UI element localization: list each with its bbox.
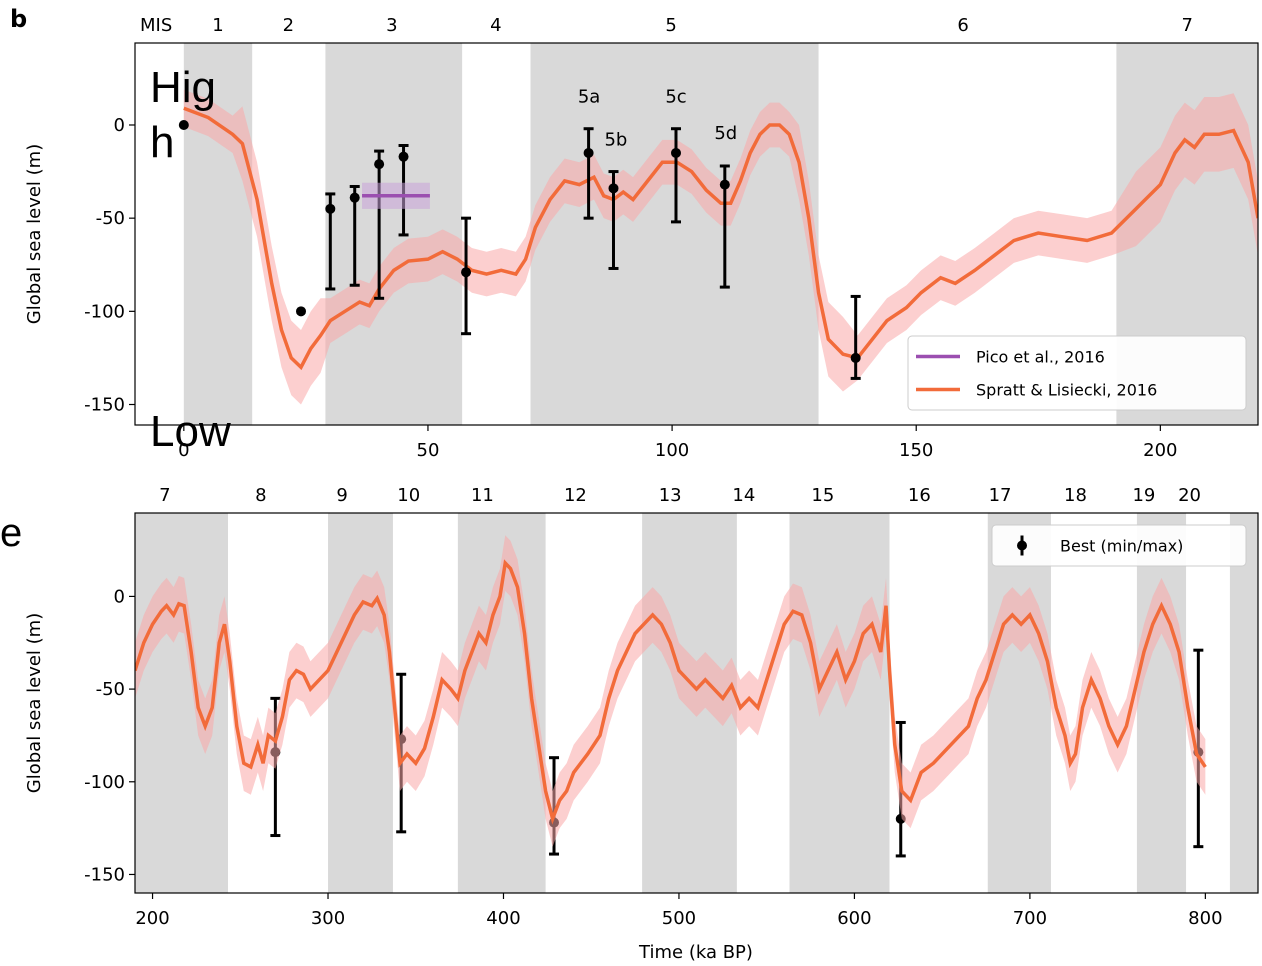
uncertainty-band (183, 89, 1258, 405)
annotation: 5a (578, 87, 600, 108)
annotation: 5d (714, 123, 737, 144)
overlay-text: Low (150, 407, 231, 456)
data-point (670, 147, 681, 158)
stage-label: 10 (397, 485, 420, 506)
data-point (461, 267, 472, 278)
overlay-text: Hig (150, 63, 216, 112)
y-tick-label: -50 (96, 208, 125, 229)
stage-label: 14 (732, 485, 755, 506)
x-tick-label: 0 (178, 440, 189, 461)
series-line (183, 106, 1258, 371)
x-tick-label: 100 (655, 440, 689, 461)
stage-label: 18 (1064, 485, 1087, 506)
stage-label: 19 (1132, 485, 1155, 506)
stage-label: 7 (159, 485, 170, 506)
y-tick-label: 0 (114, 115, 125, 136)
stage-band (328, 513, 393, 893)
stage-band (987, 513, 1051, 893)
data-point (374, 159, 385, 170)
y-tick-label: -150 (84, 864, 125, 885)
x-tick-label: 700 (1013, 908, 1047, 929)
stage-label: 16 (908, 485, 931, 506)
x-tick-label: 400 (486, 908, 520, 929)
stage-band (789, 513, 890, 893)
stage-label: 9 (336, 485, 347, 506)
y-tick-label: -50 (96, 679, 125, 700)
stage-label: 1 (212, 15, 223, 36)
y-tick-label: 0 (114, 586, 125, 607)
stage-label: 3 (386, 15, 397, 36)
x-tick-label: 50 (417, 440, 440, 461)
axes-frame (134, 42, 1259, 426)
uncertainty-band (135, 535, 1206, 847)
data-point (349, 192, 360, 203)
data-point (608, 183, 619, 194)
stage-label: 15 (811, 485, 834, 506)
panel-label: e (0, 511, 22, 555)
y-tick-label: -150 (84, 395, 125, 416)
stage-label: 8 (255, 485, 266, 506)
stage-label: 20 (1178, 485, 1201, 506)
stage-label: 4 (490, 15, 501, 36)
data-point (719, 179, 730, 190)
overlay-text: h (150, 118, 174, 167)
data-point (178, 119, 189, 130)
panel-label: b (10, 5, 27, 33)
y-tick-label: -100 (84, 301, 125, 322)
stage-label: 17 (989, 485, 1012, 506)
legend-label: Pico et al., 2016 (976, 348, 1105, 367)
data-point (325, 203, 336, 214)
data-point (296, 306, 307, 317)
stage-label: 6 (957, 15, 968, 36)
data-point (583, 147, 594, 158)
stage-label: 7 (1181, 15, 1192, 36)
x-tick-label: 600 (837, 908, 871, 929)
x-tick-label: 200 (135, 908, 169, 929)
y-tick-label: -100 (84, 772, 125, 793)
stage-label: 2 (283, 15, 294, 36)
y-axis-label: Global sea level (m) (24, 144, 45, 324)
x-axis-label: Time (ka BP) (638, 942, 753, 963)
stage-band (1229, 513, 1258, 893)
legend-label: Best (min/max) (1060, 537, 1183, 556)
legend-box (907, 335, 1247, 411)
x-tick-label: 800 (1188, 908, 1222, 929)
stage-axis-label: MIS (140, 15, 172, 36)
legend-swatch (1017, 540, 1027, 551)
data-point (850, 352, 861, 363)
x-tick-label: 500 (662, 908, 696, 929)
stage-label: 12 (564, 485, 587, 506)
plot-area (135, 513, 1258, 893)
legend-label: Spratt & Lisiecki, 2016 (976, 381, 1157, 400)
x-tick-label: 300 (311, 908, 345, 929)
data-point (398, 151, 409, 162)
y-axis-label: Global sea level (m) (24, 613, 45, 793)
x-tick-label: 200 (1143, 440, 1177, 461)
series-line (135, 559, 1207, 825)
annotation: 5b (604, 129, 627, 150)
stage-label: 5 (665, 15, 676, 36)
axes-frame (134, 512, 1259, 894)
stage-label: 11 (471, 485, 494, 506)
legend-box (991, 524, 1247, 567)
stage-label: 13 (659, 485, 682, 506)
stage-band (1136, 513, 1187, 893)
annotation: 5c (665, 87, 686, 108)
x-tick-label: 150 (899, 440, 933, 461)
